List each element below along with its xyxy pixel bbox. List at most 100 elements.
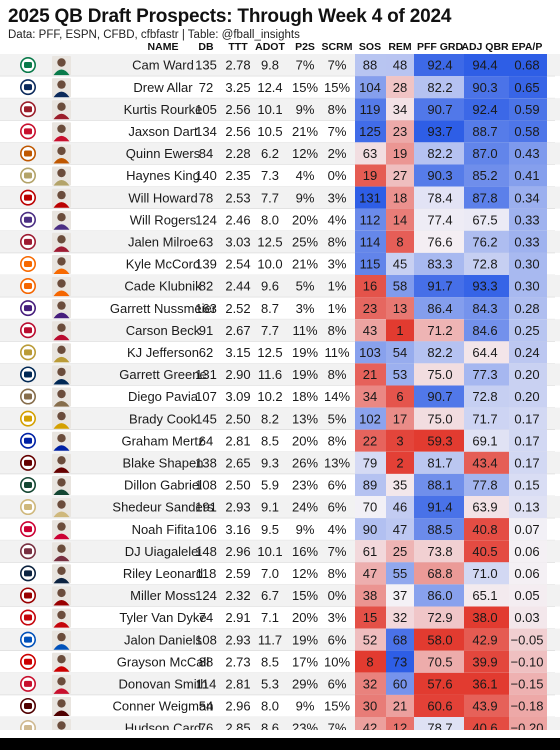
heat-cell-sos — [355, 120, 386, 143]
cell-adot: 8.7 — [261, 301, 279, 316]
cell-sos: 102 — [359, 411, 381, 426]
cell-rem: 54 — [393, 345, 407, 360]
heat-cell-epa — [509, 252, 547, 275]
heat-cell-sos — [355, 540, 386, 563]
cell-scrm: 3% — [328, 610, 347, 625]
cell-epa: 0.05 — [514, 588, 539, 603]
cell-ttt: 2.73 — [225, 654, 250, 669]
cell-scrm: 8% — [328, 102, 347, 117]
heat-cell-qbr — [464, 385, 509, 408]
headshot-head — [57, 301, 66, 310]
cell-name: Donovan Smith — [119, 676, 208, 691]
headshot-head — [57, 367, 66, 377]
cell-name: DJ Uiagalelei — [125, 544, 202, 559]
bottom-bar — [0, 738, 560, 750]
cell-pff: 83.3 — [427, 257, 452, 272]
cell-name: Dillon Gabriel — [124, 478, 202, 493]
cell-p2s: 9% — [296, 699, 315, 714]
cell-ttt: 3.25 — [225, 80, 250, 95]
heat-cell-epa — [509, 584, 547, 607]
cell-ttt: 2.91 — [225, 610, 250, 625]
headshot-head — [57, 434, 66, 443]
heat-cell-rem — [386, 142, 414, 165]
heat-cell-pff — [414, 540, 464, 563]
heat-cell-pff — [414, 385, 464, 408]
heat-cell-pff — [414, 252, 464, 275]
heat-cell-epa — [509, 363, 547, 386]
header-db: DB — [198, 41, 214, 53]
cell-name: Conner Weigman — [113, 699, 214, 714]
heat-cell-pff — [414, 54, 464, 77]
cell-db: 135 — [195, 58, 217, 73]
cell-qbr: 63.9 — [472, 500, 497, 515]
cell-adot: 7.7 — [261, 190, 279, 205]
cell-epa: 0.17 — [514, 455, 539, 470]
cell-ttt: 2.93 — [225, 500, 250, 515]
cell-rem: 48 — [393, 58, 407, 73]
cell-qbr: 92.4 — [472, 102, 497, 117]
cell-pff: 82.2 — [427, 146, 452, 161]
cell-ttt: 2.93 — [225, 632, 250, 647]
heat-cell-epa — [509, 672, 547, 695]
cell-scrm: 7% — [328, 58, 347, 73]
cell-db: 118 — [196, 566, 217, 581]
cell-db: 74 — [199, 610, 213, 625]
headshot-head — [57, 279, 66, 288]
heat-cell-sos — [355, 297, 386, 320]
cell-pff: 90.7 — [427, 389, 452, 404]
cell-epa: 0.33 — [514, 212, 539, 227]
cell-epa: −0.10 — [511, 654, 544, 669]
heat-cell-sos — [355, 473, 386, 496]
cell-pff: 78.4 — [427, 190, 452, 205]
headshot-head — [57, 80, 66, 89]
table-row: Noah Fifita 106 3.16 9.5 9% 4% 90 47 88.5 40.8 0.0… — [0, 518, 555, 541]
syracuse-logo-mark — [24, 260, 32, 267]
table-row: Miller Moss 124 2.32 6.7 15% 0% 38 37 86.0 65.1 0.… — [0, 584, 560, 607]
cell-rem: 27 — [393, 168, 407, 183]
heat-cell-rem — [386, 540, 414, 563]
cell-rem: 1 — [396, 323, 403, 338]
clemson-logo-mark — [24, 283, 32, 290]
headshot-head — [57, 588, 66, 598]
cell-rem: 17 — [393, 411, 407, 426]
heat-cell-qbr — [464, 694, 509, 717]
cell-qbr: 87.8 — [472, 190, 497, 205]
heat-cell-rem — [386, 385, 414, 408]
headshot-jersey — [53, 577, 70, 584]
cell-epa: −0.20 — [511, 721, 544, 730]
table-row: Cam Ward 135 2.78 9.8 7% 7% 88 48 92.4 94.4 0.68 — [0, 54, 560, 77]
cell-epa: 0.25 — [514, 323, 539, 338]
cell-adot: 8.5 — [261, 654, 279, 669]
heat-cell-qbr — [464, 275, 509, 298]
heat-cell-qbr — [464, 496, 509, 519]
heat-cell-rem — [386, 584, 414, 607]
cell-epa: 0.24 — [514, 345, 539, 360]
cell-pff: 75.0 — [427, 367, 452, 382]
cell-epa: 0.20 — [514, 367, 539, 382]
cell-db: 62 — [199, 345, 213, 360]
cell-db: 145 — [195, 411, 217, 426]
heat-cell-epa — [509, 98, 547, 121]
cell-epa: 0.58 — [514, 124, 539, 139]
heat-cell-rem — [386, 120, 414, 143]
cell-sos: 22 — [363, 433, 377, 448]
cell-ttt: 2.96 — [225, 699, 250, 714]
cell-scrm: 3% — [328, 257, 347, 272]
headshot-jersey — [53, 445, 70, 451]
cell-sos: 32 — [363, 676, 377, 691]
cell-qbr: 69.1 — [472, 433, 497, 448]
indiana-logo-mark — [24, 106, 32, 113]
header-scrm: SCRM — [322, 41, 353, 53]
headshot-head — [57, 699, 66, 708]
cell-ttt: 2.90 — [225, 367, 250, 382]
cell-pff: 78.7 — [427, 721, 452, 730]
cell-rem: 58 — [393, 279, 407, 294]
cell-ttt: 2.32 — [225, 588, 250, 603]
cell-name: Carson Beck — [126, 323, 201, 338]
cell-sos: 8 — [366, 654, 373, 669]
cell-scrm: 4% — [328, 522, 347, 537]
cell-name: Jaxson Dart — [128, 124, 198, 139]
